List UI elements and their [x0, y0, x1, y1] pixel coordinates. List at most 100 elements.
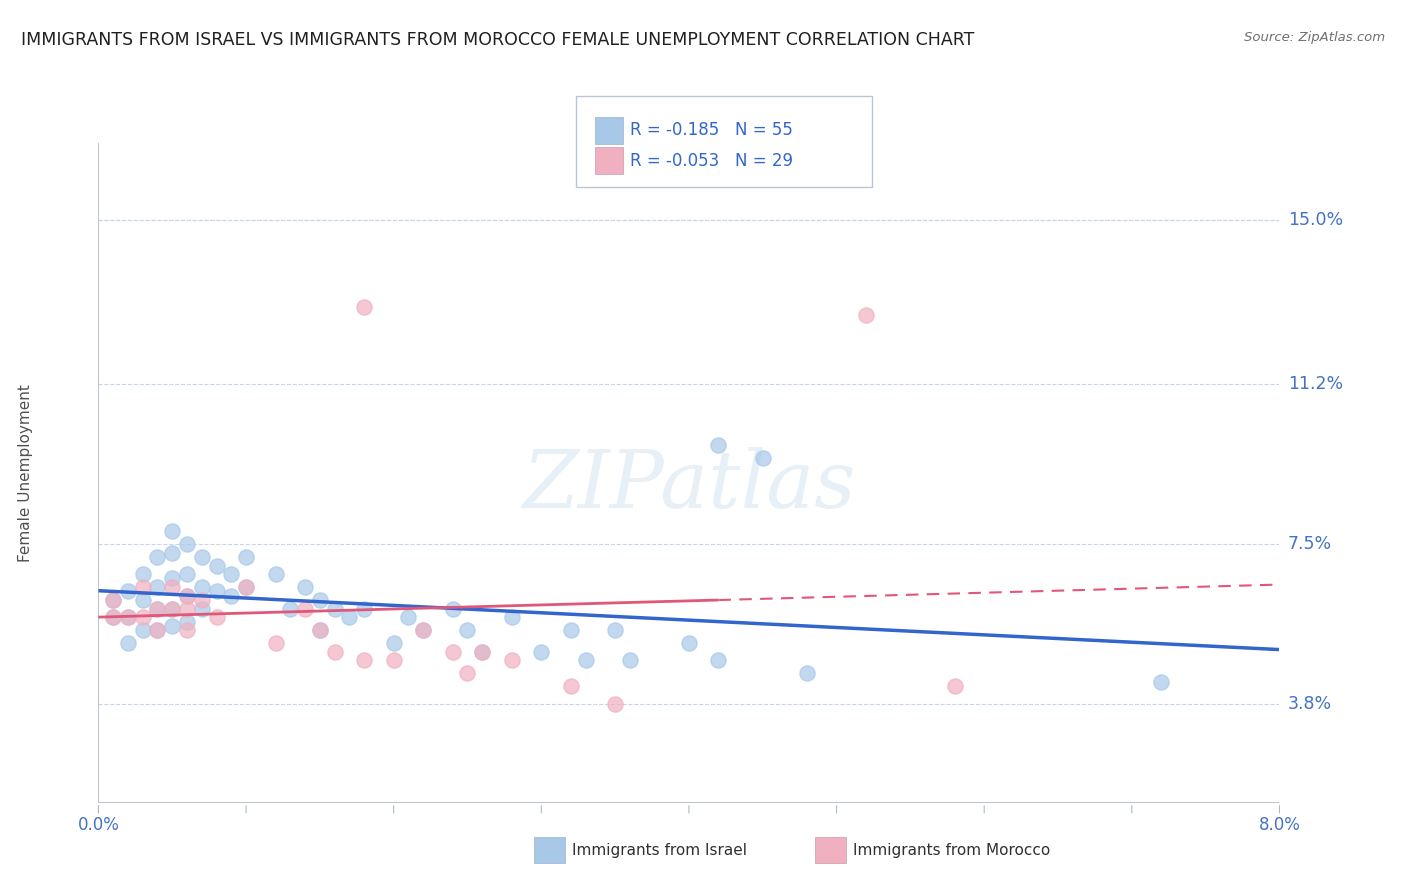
Text: R = -0.185   N = 55: R = -0.185 N = 55	[630, 121, 793, 139]
Text: 3.8%: 3.8%	[1288, 695, 1331, 713]
Point	[205, 610, 228, 624]
Point	[176, 589, 198, 603]
Point	[619, 653, 641, 667]
Point	[441, 645, 464, 659]
Point	[162, 580, 183, 594]
Point	[235, 580, 257, 594]
Point	[117, 610, 139, 624]
Point	[471, 645, 494, 659]
Point	[235, 580, 257, 594]
Text: 11.2%: 11.2%	[1288, 376, 1343, 393]
Point	[103, 610, 124, 624]
Point	[162, 619, 183, 633]
Point	[278, 601, 301, 615]
Point	[605, 697, 627, 711]
Point	[323, 601, 346, 615]
Point	[337, 610, 360, 624]
Point	[191, 601, 214, 615]
Point	[530, 645, 553, 659]
Point	[751, 450, 773, 465]
Point	[132, 610, 155, 624]
Point	[456, 624, 478, 638]
Point	[605, 624, 627, 638]
Text: Female Unemployment: Female Unemployment	[18, 384, 32, 562]
Point	[103, 593, 124, 607]
Point	[678, 636, 700, 650]
Point	[162, 571, 183, 585]
Point	[162, 601, 183, 615]
Point	[560, 679, 582, 693]
Point	[456, 666, 478, 681]
Point	[707, 438, 730, 452]
Point	[176, 624, 198, 638]
Point	[103, 593, 124, 607]
Point	[219, 589, 242, 603]
Text: 7.5%: 7.5%	[1288, 535, 1331, 553]
Text: R = -0.053   N = 29: R = -0.053 N = 29	[630, 152, 793, 169]
Point	[943, 679, 966, 693]
Point	[117, 610, 139, 624]
Text: 15.0%: 15.0%	[1288, 211, 1343, 229]
Point	[353, 601, 375, 615]
Text: Source: ZipAtlas.com: Source: ZipAtlas.com	[1244, 31, 1385, 45]
Point	[162, 601, 183, 615]
Point	[382, 653, 405, 667]
Point	[117, 636, 139, 650]
Point	[308, 624, 332, 638]
Point	[176, 537, 198, 551]
Point	[176, 589, 198, 603]
Point	[353, 300, 375, 314]
Point	[162, 545, 183, 559]
Point	[323, 645, 346, 659]
Point	[1150, 675, 1173, 690]
Point	[132, 567, 155, 582]
Point	[117, 584, 139, 599]
Point	[132, 593, 155, 607]
Point	[191, 580, 214, 594]
Point	[146, 601, 169, 615]
Point	[146, 580, 169, 594]
Point	[382, 636, 405, 650]
Point	[441, 601, 464, 615]
Text: 0.0%: 0.0%	[77, 816, 120, 834]
Point	[103, 610, 124, 624]
Text: ZIPatlas: ZIPatlas	[522, 447, 856, 524]
Point	[308, 593, 332, 607]
Point	[396, 610, 419, 624]
Point	[162, 524, 183, 538]
Point	[132, 580, 155, 594]
Point	[191, 593, 214, 607]
Point	[146, 624, 169, 638]
Point	[146, 549, 169, 564]
Point	[146, 601, 169, 615]
Text: Immigrants from Morocco: Immigrants from Morocco	[853, 843, 1050, 857]
Point	[132, 624, 155, 638]
Point	[501, 610, 523, 624]
Point	[501, 653, 523, 667]
Point	[294, 580, 316, 594]
Point	[308, 624, 332, 638]
Point	[191, 549, 214, 564]
Point	[796, 666, 818, 681]
Text: IMMIGRANTS FROM ISRAEL VS IMMIGRANTS FROM MOROCCO FEMALE UNEMPLOYMENT CORRELATIO: IMMIGRANTS FROM ISRAEL VS IMMIGRANTS FRO…	[21, 31, 974, 49]
Point	[176, 601, 198, 615]
Point	[574, 653, 596, 667]
Point	[707, 653, 730, 667]
Point	[855, 308, 877, 322]
Point	[176, 615, 198, 629]
Point	[219, 567, 242, 582]
Point	[205, 558, 228, 573]
Point	[471, 645, 494, 659]
Point	[146, 624, 169, 638]
Text: Immigrants from Israel: Immigrants from Israel	[572, 843, 747, 857]
Point	[353, 653, 375, 667]
Point	[176, 567, 198, 582]
Point	[412, 624, 434, 638]
Point	[412, 624, 434, 638]
Point	[560, 624, 582, 638]
Text: 8.0%: 8.0%	[1258, 816, 1301, 834]
Point	[264, 636, 287, 650]
Point	[205, 584, 228, 599]
Point	[294, 601, 316, 615]
Point	[235, 549, 257, 564]
